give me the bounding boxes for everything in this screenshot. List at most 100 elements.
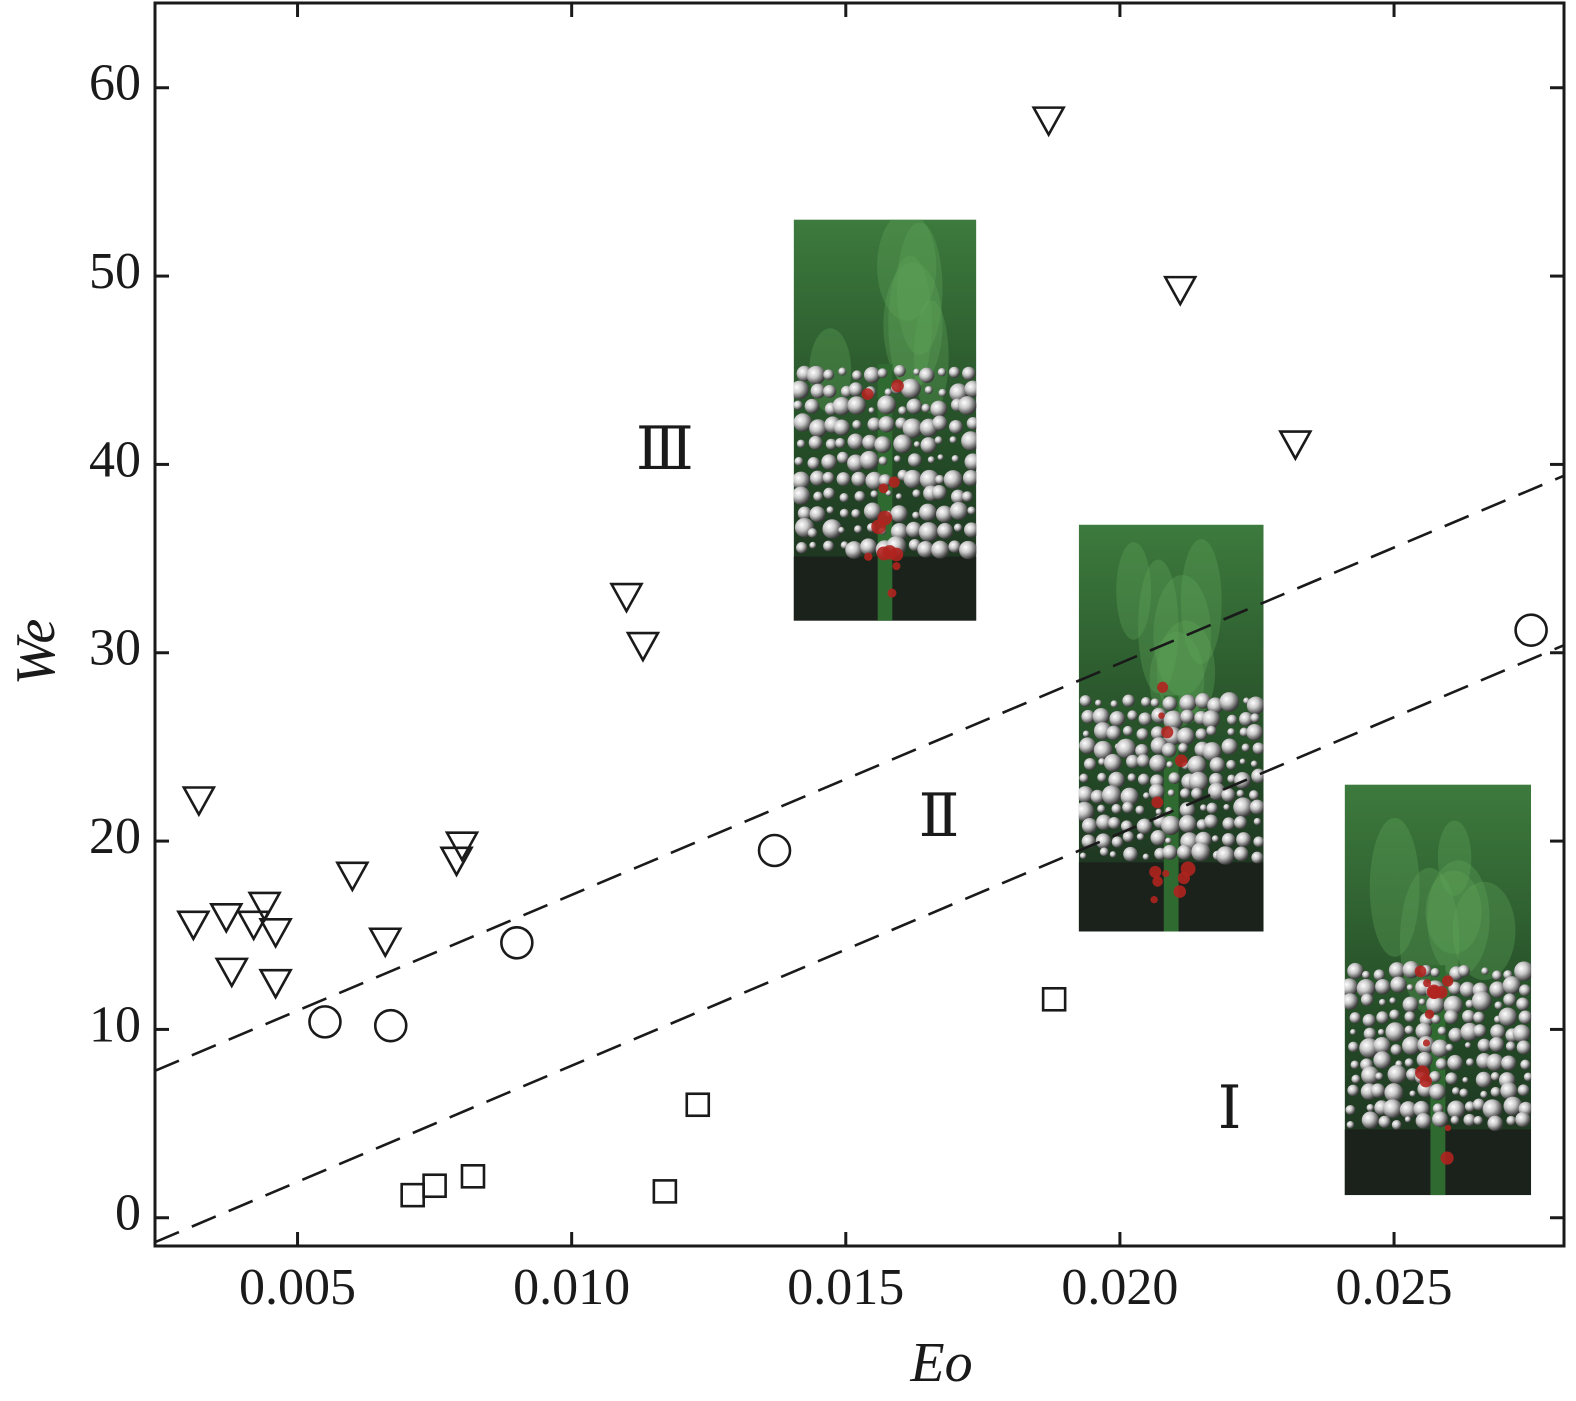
inset-regime-ii-pebble <box>1178 743 1189 754</box>
boundary-line-1 <box>154 474 1565 1073</box>
inset-regime-ii-pebble <box>1125 754 1140 769</box>
inset-regime-i-pebble <box>1445 1043 1454 1052</box>
inset-regime-i-pebble <box>1350 1029 1357 1036</box>
inset-regime-i-pebble <box>1360 993 1374 1006</box>
inset-regime-iii-droplet <box>892 562 901 571</box>
inset-regime-iii-pebble <box>903 469 922 489</box>
inset-regime-iii-pebble <box>962 470 977 486</box>
inset-regime-i-pebble <box>1361 1111 1380 1129</box>
inset-regime-iii-droplet <box>887 588 897 598</box>
inset-regime-i-pebble <box>1490 1086 1501 1098</box>
inset-regime-iii-pebble <box>906 398 922 415</box>
inset-regime-ii-droplet <box>1174 754 1188 768</box>
inset-regime-ii-pebble <box>1078 801 1095 822</box>
inset-regime-i-pebble <box>1351 1074 1361 1084</box>
inset-regime-iii-pebble <box>797 506 812 521</box>
inset-regime-ii-pebble <box>1149 754 1167 773</box>
inset-regime-ii-droplet <box>1150 896 1158 904</box>
inset-regime-i-pebble <box>1389 997 1397 1004</box>
inset-regime-iii-pebble <box>950 489 966 504</box>
inset-regime-ii-pebble <box>1239 712 1254 727</box>
inset-regime-ii-pebble <box>1099 847 1109 857</box>
data-point-triangle <box>1278 430 1313 462</box>
inset-regime-iii-pebble <box>953 523 963 532</box>
inset-regime-i-pebble <box>1458 965 1470 977</box>
data-point-triangle <box>625 631 661 663</box>
inset-regime-ii-pebble <box>1206 802 1218 814</box>
data-point-square <box>1041 986 1067 1012</box>
data-point-triangle <box>368 927 403 959</box>
inset-regime-ii-pebble <box>1202 742 1222 762</box>
inset-regime-iii-pebble <box>862 434 878 450</box>
inset-regime-ii-pebble <box>1246 723 1263 741</box>
inset-regime-i-pebble <box>1502 976 1521 995</box>
inset-regime-iii-pebble <box>821 454 837 470</box>
inset-regime-i-pebble <box>1518 1010 1532 1025</box>
x-axis-title: Eo <box>909 1332 972 1394</box>
inset-regime-ii-pebble <box>1136 818 1153 835</box>
inset-regime-iii-droplet <box>878 483 889 494</box>
inset-regime-ii-pebble <box>1163 710 1184 731</box>
inset-regime-i-pebble <box>1471 991 1492 1012</box>
inset-regime-iii-pebble <box>893 364 906 377</box>
inset-regime-iii-pebble <box>898 406 907 415</box>
inset-regime-ii-pebble <box>1216 846 1235 865</box>
inset-regime-ii-pebble <box>1176 844 1193 860</box>
inset-regime-ii-pebble <box>1166 761 1174 769</box>
inset-regime-iii-pebble <box>938 388 947 397</box>
inset-regime-iii-pebble <box>832 396 851 416</box>
inset-regime-ii-pebble <box>1137 773 1150 786</box>
inset-regime-iii-pebble <box>924 385 933 395</box>
inset-regime-ii-pebble <box>1116 738 1136 759</box>
inset-regime-i-plume <box>1452 881 1516 981</box>
inset-regime-iii-pebble <box>966 417 977 430</box>
inset-regime-i-pebble <box>1501 1055 1517 1071</box>
inset-regime-iii-pebble <box>852 420 862 430</box>
inset-regime-i-droplet <box>1414 965 1427 978</box>
inset-regime-iii-pebble <box>809 470 826 486</box>
inset-regime-iii-pebble <box>900 378 921 399</box>
inset-regime-i-pebble <box>1490 1071 1500 1081</box>
inset-regime-iii-pebble <box>851 471 867 487</box>
inset-regime-iii-pebble <box>859 450 879 470</box>
inset-regime-ii-pebble <box>1123 846 1138 862</box>
inset-regime-ii-pebble <box>1233 797 1253 817</box>
inset-regime-i-pebble <box>1494 1001 1503 1010</box>
inset-regime-iii-pebble <box>934 436 943 445</box>
data-point-circle <box>308 1005 342 1039</box>
inset-regime-ii-pebble <box>1101 785 1122 805</box>
y-axis-title: We <box>5 619 67 685</box>
inset-regime-iii-pebble <box>847 433 864 450</box>
data-point-triangle <box>236 910 271 942</box>
data-point-triangle <box>335 861 370 893</box>
inset-regime-ii-pebble <box>1109 710 1126 727</box>
inset-regime-ii-pebble <box>1227 774 1236 784</box>
inset-regime-i-pebble <box>1418 998 1426 1006</box>
inset-regime-ii-droplet <box>1162 869 1170 878</box>
inset-regime-i-pebble <box>1390 1044 1402 1056</box>
inset-regime-i-pebble <box>1409 1090 1416 1097</box>
inset-regime-ii-pebble <box>1127 710 1138 721</box>
inset-regime-iii-droplet <box>861 388 874 401</box>
y-tick-label: 20 <box>89 808 141 865</box>
inset-regime-i-pebble <box>1431 1014 1441 1024</box>
inset-regime-iii-pebble <box>804 398 820 414</box>
inset-regime-ii-pebble <box>1150 726 1165 740</box>
region-label-2: Ⅱ <box>919 783 960 849</box>
inset-regime-iii <box>793 219 977 621</box>
inset-regime-i-pebble <box>1346 1121 1355 1129</box>
inset-regime-ii-pebble <box>1111 836 1124 848</box>
inset-regime-ii-pebble <box>1226 714 1238 725</box>
inset-regime-ii <box>1078 524 1264 932</box>
inset-regime-ii-pebble <box>1079 773 1089 783</box>
inset-regime-iii-pebble <box>905 521 922 538</box>
inset-regime-i-pebble <box>1460 1022 1479 1042</box>
inset-regime-ii-pebble <box>1236 832 1252 848</box>
inset-regime-iii-pebble <box>809 541 817 549</box>
inset-regime-ii-pebble <box>1200 804 1207 812</box>
inset-regime-iii-pebble <box>890 523 909 541</box>
inset-regime-iii-pebble <box>809 419 828 438</box>
inset-regime-iii-pebble <box>848 382 863 397</box>
inset-regime-ii-content <box>1078 524 1264 932</box>
inset-regime-iii-pebble <box>807 457 820 470</box>
